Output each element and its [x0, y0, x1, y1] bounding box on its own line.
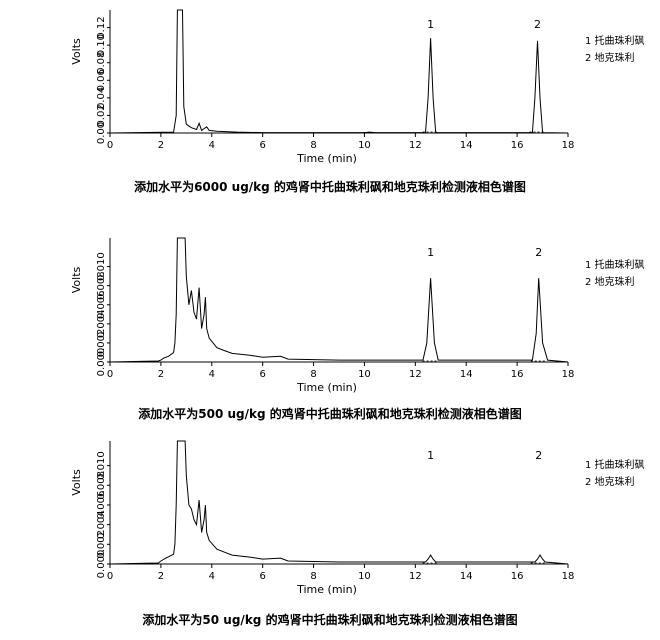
x-tick-label: 0 — [107, 571, 113, 582]
x-tick-label: 18 — [562, 369, 575, 380]
peak-label-1: 1 — [427, 246, 434, 259]
x-tick-label: 6 — [259, 140, 265, 151]
series-line — [109, 9, 569, 134]
y-tick-label: 0.000 — [96, 348, 107, 377]
x-tick-label: 2 — [158, 571, 164, 582]
x-tick-label: 12 — [409, 571, 422, 582]
y-axis-label: Volts — [70, 469, 83, 496]
legend: 1 托曲珠利砜 2 地克珠利 — [585, 257, 645, 291]
y-axis-label: Volts — [70, 38, 83, 65]
peak-label-2: 2 — [535, 246, 542, 259]
x-tick-label: 14 — [460, 140, 473, 151]
x-tick-label: 16 — [511, 140, 524, 151]
x-tick-label: 16 — [511, 571, 524, 582]
chart-caption: 添加水平为50 ug/kg 的鸡肾中托曲珠利砜和地克珠利检测液相色谱图 — [142, 613, 518, 627]
y-tick-label: 0.008 — [96, 271, 107, 300]
y-tick-label: 0.004 — [96, 510, 107, 539]
legend-entry: 2 地克珠利 — [585, 477, 635, 488]
x-tick-label: 8 — [310, 140, 316, 151]
y-tick-label: 0.12 — [96, 16, 107, 38]
x-tick-label: 6 — [259, 571, 265, 582]
legend-entry: 1 托曲珠利砜 — [585, 460, 645, 471]
y-tick-label: 0.010 — [96, 252, 107, 281]
y-tick-label: 0.006 — [96, 290, 107, 319]
y-tick-label: 0.06 — [96, 69, 107, 91]
y-tick-label: 0.08 — [96, 52, 107, 74]
x-tick-label: 18 — [562, 571, 575, 582]
x-tick-label: 0 — [107, 140, 113, 151]
peak-label-2: 2 — [535, 449, 542, 462]
chart-caption: 添加水平为500 ug/kg 的鸡肾中托曲珠利砜和地克珠利检测液相色谱图 — [138, 407, 522, 421]
y-tick-label: 0.010 — [96, 451, 107, 480]
x-tick-label: 10 — [358, 369, 371, 380]
x-axis-label: Time (min) — [296, 381, 357, 394]
legend-entry: 2 地克珠利 — [585, 53, 635, 64]
x-tick-label: 10 — [358, 571, 371, 582]
x-tick-label: 8 — [310, 571, 316, 582]
y-tick-label: 0.00 — [96, 122, 107, 144]
x-tick-label: 14 — [460, 571, 473, 582]
x-tick-label: 0 — [107, 369, 113, 380]
x-tick-label: 4 — [209, 140, 215, 151]
x-tick-label: 12 — [409, 369, 422, 380]
series-line — [109, 440, 569, 565]
y-tick-label: 0.008 — [96, 471, 107, 500]
y-tick-label: 0.006 — [96, 491, 107, 520]
x-tick-label: 14 — [460, 369, 473, 380]
x-tick-label: 6 — [259, 369, 265, 380]
x-tick-label: 2 — [158, 369, 164, 380]
x-tick-label: 8 — [310, 369, 316, 380]
y-tick-label: 0.002 — [96, 530, 107, 559]
y-tick-label: 0.000 — [96, 550, 107, 579]
y-tick-label: 0.02 — [96, 104, 107, 126]
legend: 1 托曲珠利砜 2 地克珠利 — [585, 33, 645, 67]
legend: 1 托曲珠利砜 2 地克珠利 — [585, 457, 645, 491]
x-tick-label: 10 — [358, 140, 371, 151]
x-tick-label: 18 — [562, 140, 575, 151]
x-tick-label: 16 — [511, 369, 524, 380]
y-tick-label: 0.04 — [96, 87, 107, 109]
legend-entry: 2 地克珠利 — [585, 277, 635, 288]
series-line — [109, 237, 569, 363]
x-tick-label: 12 — [409, 140, 422, 151]
y-tick-label: 0.10 — [96, 34, 107, 56]
legend-entry: 1 托曲珠利砜 — [585, 36, 645, 47]
x-tick-label: 4 — [209, 571, 215, 582]
peak-label-1: 1 — [427, 18, 434, 31]
chart-caption: 添加水平为6000 ug/kg 的鸡肾中托曲珠利砜和地克珠利检测液相色谱图 — [134, 180, 526, 194]
y-tick-label: 0.002 — [96, 329, 107, 358]
peak-label-1: 1 — [427, 449, 434, 462]
x-axis-label: Time (min) — [296, 583, 357, 596]
x-tick-label: 4 — [209, 369, 215, 380]
legend-entry: 1 托曲珠利砜 — [585, 260, 645, 271]
y-tick-label: 0.004 — [96, 310, 107, 339]
peak-label-2: 2 — [534, 18, 541, 31]
y-axis-label: Volts — [70, 266, 83, 293]
x-tick-label: 2 — [158, 140, 164, 151]
x-axis-label: Time (min) — [296, 152, 357, 165]
